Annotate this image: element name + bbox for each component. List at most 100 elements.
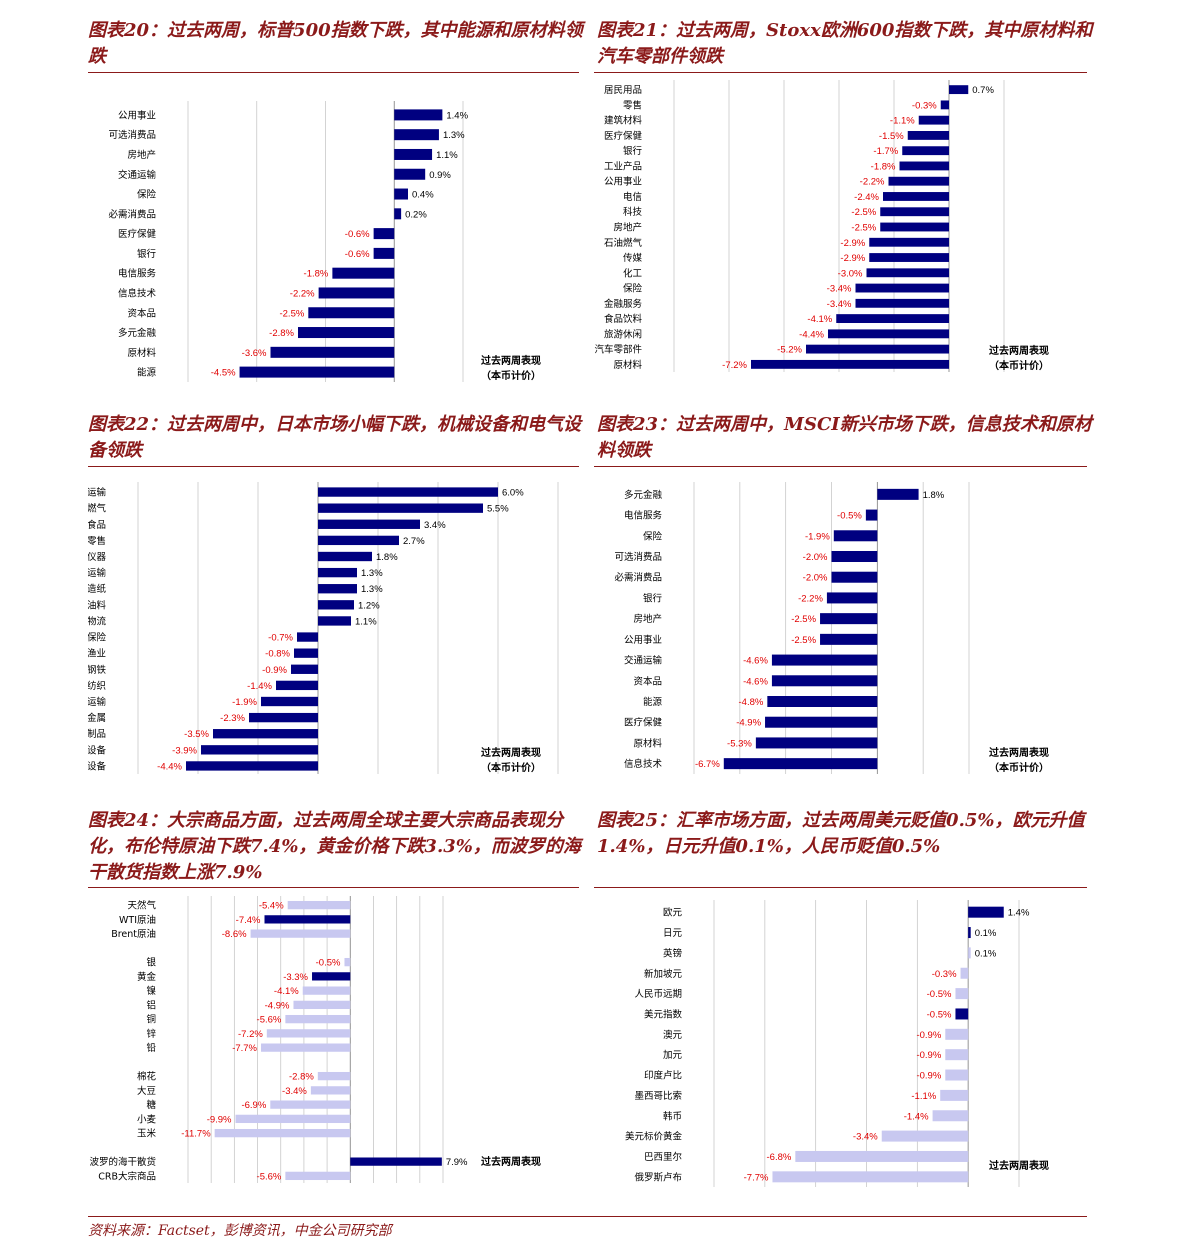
category-label: 原材料 [127, 347, 156, 359]
category-label: 保险 [623, 283, 643, 295]
data-label: -7.7% [744, 1172, 769, 1183]
bar [820, 613, 878, 625]
chart-25: 欧元 1.4% 日元 0.1% 英镑 0.1% 新加坡元 -0.3% 人民币远期 -0.5% 美元指… [594, 900, 1087, 1195]
category-label: 玉米 [137, 1128, 157, 1140]
bar [881, 1130, 969, 1142]
bar [771, 654, 878, 666]
data-label: -1.4% [904, 1111, 929, 1122]
bar [899, 161, 949, 171]
chart-23-svg: 多元金融 1.8% 电信服务 -0.5% 保险 -1.9% 可选消费品 -2.0% 必需消费品 -… [614, 482, 1049, 774]
data-label: -2.5% [279, 308, 304, 319]
data-label: -4.5% [211, 368, 236, 379]
bar [772, 1171, 969, 1183]
data-label: -4.9% [265, 1000, 290, 1011]
bar [945, 1069, 969, 1081]
bar [751, 359, 949, 369]
category-label: 新加坡元 [644, 968, 683, 980]
chart-note: 过去两周表现 [481, 1155, 541, 1168]
data-label: -3.0% [838, 268, 863, 279]
bar [264, 915, 351, 924]
category-label: 航空运输 [88, 487, 106, 499]
data-label: -2.0% [803, 552, 828, 563]
data-label: -2.2% [860, 177, 885, 188]
bar [287, 900, 351, 910]
data-label: 6.0% [502, 488, 524, 499]
data-label: -2.2% [798, 593, 823, 604]
bar [771, 675, 878, 687]
bar [373, 228, 395, 240]
title-rule-21 [594, 72, 1087, 73]
category-label: 钢铁 [88, 664, 106, 676]
bar [270, 346, 395, 358]
bar [293, 1000, 351, 1010]
category-label: 日元 [663, 928, 683, 939]
category-label: 化工 [623, 267, 643, 279]
bar [186, 761, 318, 771]
category-label: 波罗的海干散货 [89, 1156, 156, 1168]
bar [865, 509, 878, 521]
bar [239, 366, 395, 378]
category-label: 可选消费品 [614, 551, 662, 563]
category-label: 糖 [146, 1099, 156, 1111]
data-label: 1.4% [446, 110, 468, 121]
category-label: 镍 [146, 985, 156, 997]
category-label: 印度卢比 [644, 1070, 682, 1082]
category-label: 有色金属 [88, 712, 106, 724]
category-label: 零售 [623, 99, 642, 111]
bar [318, 551, 372, 562]
bar [318, 567, 357, 578]
chart-23: 多元金融 1.8% 电信服务 -0.5% 保险 -1.9% 可选消费品 -2.0% 必需消费品 -… [594, 482, 1087, 782]
category-label: 资本品 [633, 675, 662, 687]
category-label: 金属制品 [88, 728, 106, 740]
chart-title-22: 图表22：过去两周中，日本市场小幅下跌，机械设备和电气设备领跌 [88, 414, 582, 461]
bar [960, 967, 969, 979]
chart-22-svg: 航空运输 6.0% 电力燃气 5.5% 食品 3.4% 零售 2.7% 精密仪器 1.8% 陆地运输… [88, 482, 559, 774]
category-label: 美元指数 [644, 1008, 683, 1020]
category-label: 棉花 [137, 1071, 157, 1083]
chart-24-svg: 天然气 -5.4% WTI原油 -7.4% Brent原油 -8.6% 银 -0.5% 黄金 -3… [89, 896, 541, 1183]
bar [332, 267, 395, 279]
chart-note: 过去两周表现 [481, 746, 541, 759]
data-label: -3.4% [282, 1086, 307, 1097]
chart-title-20: 图表20：过去两周，标普500指数下跌，其中能源和原材料领跌 [88, 20, 583, 67]
data-label: -2.3% [220, 713, 245, 724]
data-label: 1.3% [361, 568, 383, 579]
bar [318, 584, 357, 594]
bar [318, 616, 351, 626]
category-label: 银 [146, 957, 156, 969]
data-label: -2.9% [840, 238, 865, 249]
data-label: -2.5% [851, 223, 876, 234]
category-label: 天然气 [127, 900, 156, 912]
data-label: 1.3% [443, 130, 465, 141]
data-label: -2.4% [854, 192, 879, 203]
data-label: -3.4% [827, 284, 852, 295]
data-label: -3.3% [283, 972, 308, 983]
category-label: 澳元 [663, 1029, 683, 1041]
data-label: -0.6% [345, 249, 370, 260]
bar [968, 927, 971, 939]
bar [261, 1043, 351, 1052]
category-label: 俄罗斯卢布 [634, 1171, 682, 1183]
category-label: 巴西里尔 [644, 1151, 683, 1163]
category-label: 医疗保健 [604, 130, 643, 142]
category-label: 金融服务 [604, 298, 643, 310]
data-label: -8.6% [222, 929, 247, 940]
bar [308, 307, 395, 319]
chart-note: 过去两周表现 [989, 344, 1049, 357]
data-label: -6.7% [695, 759, 720, 770]
bar [880, 207, 949, 217]
category-label: 人民币远期 [634, 989, 682, 1000]
data-label: -1.7% [873, 146, 898, 157]
bar [907, 130, 949, 140]
bar [261, 696, 318, 707]
data-label: -0.7% [268, 633, 293, 644]
category-label: 建筑材料 [604, 115, 643, 127]
bar [394, 129, 439, 141]
bar [298, 327, 395, 339]
data-label: -4.1% [807, 314, 832, 325]
category-label: 信息技术 [118, 287, 157, 299]
chart-21: 居民用品 0.7% 零售 -0.3% 建筑材料 -1.1% 医疗保健 -1.5% 银行 -1.7%… [594, 80, 1087, 380]
title-rule-24 [88, 887, 579, 888]
data-label: 0.1% [975, 928, 997, 939]
chart-20-svg: 公用事业 1.4% 可选消费品 1.3% 房地产 1.1% 交通运输 0.9% 保险 0.4% 必需… [108, 101, 541, 382]
